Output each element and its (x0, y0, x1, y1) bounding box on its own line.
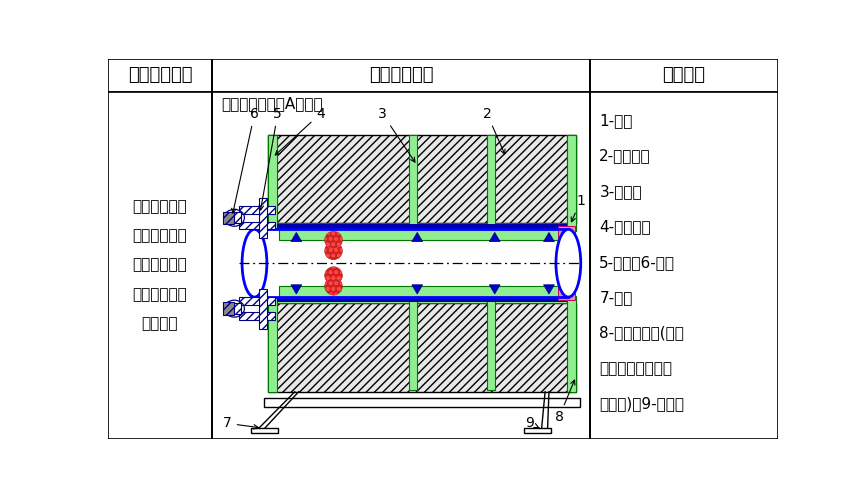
Text: 8-密封膏嵌缝(迎水: 8-密封膏嵌缝(迎水 (600, 325, 684, 341)
Bar (410, 135, 417, 229)
Polygon shape (543, 285, 555, 294)
Polygon shape (412, 232, 422, 242)
Text: 时适用)；9-迎水面: 时适用)；9-迎水面 (600, 396, 684, 412)
Bar (239, 313, 275, 320)
Polygon shape (543, 232, 555, 242)
Bar (567, 135, 576, 231)
Text: 9: 9 (525, 417, 539, 430)
Bar (277, 297, 567, 303)
Bar (212, 92, 590, 439)
Bar (108, 92, 212, 439)
Text: 柔性防水套管（A型）：: 柔性防水套管（A型）： (221, 96, 323, 111)
Bar (264, 398, 580, 407)
Bar (255, 229, 569, 297)
Bar (590, 59, 778, 92)
Polygon shape (291, 232, 302, 242)
Bar (277, 286, 567, 295)
Bar (268, 303, 576, 392)
Ellipse shape (325, 243, 342, 259)
Ellipse shape (325, 232, 342, 248)
Text: 5-螺柱；6-螺母: 5-螺柱；6-螺母 (600, 255, 676, 270)
Bar (487, 135, 495, 229)
Text: 5: 5 (259, 107, 283, 210)
Bar (270, 295, 575, 303)
Text: 4-法兰压盖: 4-法兰压盖 (600, 219, 651, 234)
Polygon shape (489, 285, 500, 294)
Text: 出水管应加设: 出水管应加设 (132, 287, 187, 302)
Text: 1: 1 (571, 194, 585, 222)
Bar (278, 229, 565, 240)
Bar (567, 295, 576, 392)
Text: 7-法兰: 7-法兰 (600, 290, 632, 305)
Ellipse shape (325, 278, 342, 295)
Bar (277, 231, 567, 240)
Text: 套管安装位置: 套管安装位置 (128, 67, 192, 84)
Ellipse shape (556, 229, 581, 297)
Ellipse shape (325, 267, 342, 284)
Bar (108, 59, 212, 92)
Text: 面为为腐蚀性介质: 面为为腐蚀性介质 (600, 361, 672, 376)
Bar (239, 297, 275, 305)
Text: 3-密封圈: 3-密封圈 (600, 184, 642, 199)
Text: 箱的进水管、: 箱的进水管、 (132, 258, 187, 273)
Bar (524, 428, 551, 433)
Polygon shape (291, 285, 302, 294)
Bar (278, 286, 565, 297)
Text: 凝土水池或水: 凝土水池或水 (132, 228, 187, 244)
Bar (567, 135, 576, 231)
Bar (277, 224, 567, 229)
Text: 3: 3 (378, 107, 415, 162)
Text: 符号说明: 符号说明 (663, 67, 705, 84)
Bar (239, 206, 275, 214)
Text: 2: 2 (483, 107, 505, 154)
Bar (239, 222, 275, 229)
Bar (268, 135, 277, 231)
Bar (212, 59, 590, 92)
Bar (228, 303, 240, 314)
Polygon shape (412, 285, 422, 294)
Bar (224, 211, 234, 224)
Bar (268, 135, 277, 231)
Text: 穿地下钢筋混: 穿地下钢筋混 (132, 199, 187, 214)
Ellipse shape (242, 229, 267, 297)
Bar (224, 303, 234, 315)
Bar (268, 135, 576, 223)
Text: 8: 8 (555, 380, 575, 424)
Text: 1-钢管: 1-钢管 (600, 113, 632, 128)
Text: 4: 4 (276, 107, 325, 155)
Bar (259, 198, 267, 238)
Bar (251, 428, 277, 433)
Bar (228, 212, 240, 223)
Text: 6: 6 (232, 107, 259, 213)
Text: 防水套管: 防水套管 (142, 316, 178, 331)
Text: 2-法兰套管: 2-法兰套管 (600, 148, 651, 164)
Text: 7: 7 (223, 417, 258, 430)
Bar (487, 295, 495, 390)
Polygon shape (489, 232, 500, 242)
Bar (557, 226, 575, 249)
Bar (259, 288, 267, 329)
Text: 套管安装样图: 套管安装样图 (369, 67, 433, 84)
Bar (268, 295, 277, 392)
Bar (410, 295, 417, 390)
Bar (590, 92, 778, 439)
Bar (557, 277, 575, 300)
Bar (270, 223, 575, 231)
